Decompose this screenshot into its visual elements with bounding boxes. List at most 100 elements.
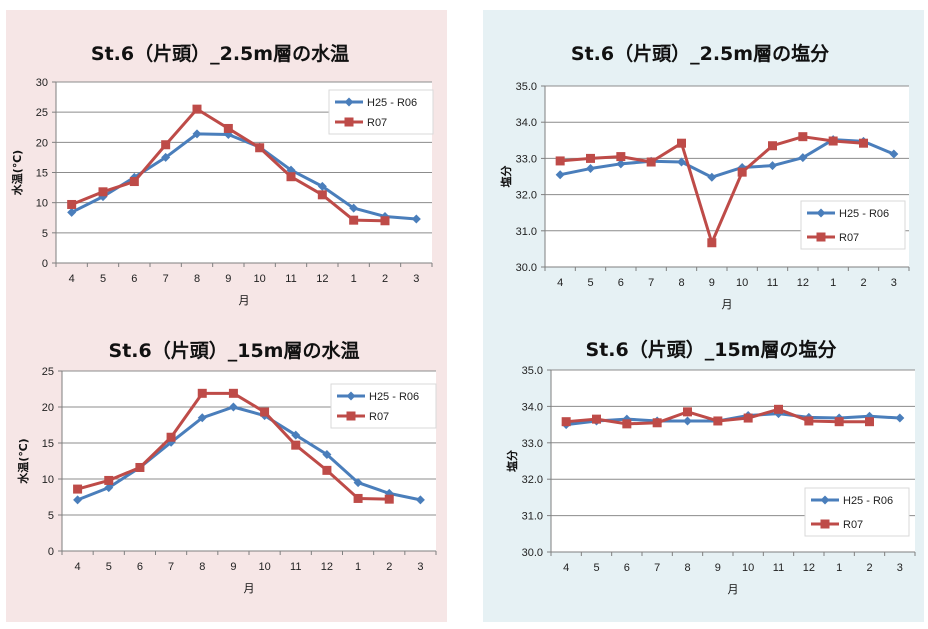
c0-xlabel: 月 <box>239 294 250 307</box>
c3-series-0-point-4 <box>683 416 692 426</box>
c1-xtick-label-11: 3 <box>891 277 897 289</box>
c2-series-1-point-9 <box>353 493 363 503</box>
c3-xtick-label-1: 5 <box>593 562 599 574</box>
c0-series-1-point-10 <box>380 216 390 226</box>
c0-xtick-label-5: 9 <box>225 273 231 285</box>
c1-series-1-point-6 <box>737 167 747 177</box>
c1-series-0-point-8 <box>798 153 808 163</box>
c1-series-0-point-0 <box>555 170 565 180</box>
c0-xtick-label-6: 10 <box>254 273 266 285</box>
c3-xtick-label-11: 3 <box>897 562 903 574</box>
c1-series-0-point-4 <box>677 157 686 167</box>
c1-series-1-point-7 <box>768 141 777 151</box>
c0-ytick-label-2: 10 <box>36 198 48 210</box>
c1-series-1-point-10 <box>859 138 868 148</box>
c0-ytick-label-6: 30 <box>36 77 48 89</box>
c0-xtick-label-1: 5 <box>100 273 106 285</box>
c0-xtick-label-2: 6 <box>131 273 137 285</box>
c3-series-1-point-10 <box>865 417 874 427</box>
c2-xtick-label-6: 10 <box>258 561 270 573</box>
c0-legend-box <box>328 89 434 135</box>
c2-ylabel: 水温(℃) <box>16 438 30 483</box>
c3-xtick-label-0: 4 <box>563 562 569 574</box>
c0-series-1-point-5 <box>223 123 233 133</box>
c2-legend-label-1: R07 <box>369 411 389 423</box>
c1-xtick-label-10: 2 <box>860 277 866 289</box>
c2-xtick-label-3: 7 <box>168 561 174 573</box>
c1-ytick-label-3: 33.0 <box>516 153 537 165</box>
c0-series-1-point-6 <box>255 143 265 153</box>
c1-series-0-point-7 <box>768 161 777 171</box>
c1-series-1-point-9 <box>828 136 838 146</box>
c3-xtick-label-6: 10 <box>742 562 754 574</box>
c1-xtick-label-5: 9 <box>709 277 715 289</box>
c0-series-0-point-4 <box>192 129 202 139</box>
c2-series-0-point-11 <box>415 495 425 505</box>
c3-xtick-label-10: 2 <box>866 562 872 574</box>
c2-xlabel: 月 <box>244 582 255 595</box>
c3-xlabel: 月 <box>728 583 739 596</box>
c2-series-0-point-5 <box>228 402 238 412</box>
c3-ylabel: 塩分 <box>505 450 519 472</box>
temperature-panel: St.6（片頭）_2.5m層の水温 0 5 10 15 20 25 30 4 5 6 7 8 9 10 11 1… <box>6 10 447 622</box>
c1-ytick-label-4: 34.0 <box>516 117 537 129</box>
c1-xtick-label-7: 11 <box>767 277 778 289</box>
c3-ytick-label-4: 34.0 <box>522 401 543 413</box>
c1-ytick-label-2: 32.0 <box>516 190 537 202</box>
salinity-2.5m-chart: St.6（片頭）_2.5m層の塩分 30.0 31.0 32.0 33.0 34.0 35.… <box>499 42 910 311</box>
c2-series-1-point-2 <box>135 462 145 472</box>
c3-xtick-label-4: 8 <box>684 562 690 574</box>
c0-ytick-label-4: 20 <box>36 137 48 149</box>
c1-series-0-point-1 <box>586 164 595 174</box>
c0-legend-marker-1 <box>344 117 354 127</box>
c2-series-0-point-8 <box>322 450 332 460</box>
c2-xtick-label-0: 4 <box>75 561 81 573</box>
c1-xtick-label-1: 5 <box>587 277 593 289</box>
c2-series-0-point-1 <box>104 483 114 493</box>
c0-series-0-point-11 <box>411 214 421 224</box>
c0-ytick-label-5: 25 <box>36 107 48 119</box>
c3-xtick-label-7: 11 <box>773 562 784 574</box>
c3-series-1-point-9 <box>834 417 844 427</box>
c2-series-1-point-5 <box>228 388 238 398</box>
c0-series-1-point-9 <box>349 215 359 225</box>
c1-series-0-line <box>559 138 895 179</box>
c0-series-1-point-8 <box>317 190 327 200</box>
c2-xtick-label-9: 1 <box>355 561 361 573</box>
c1-series-1-point-4 <box>677 138 686 148</box>
c0-ytick-label-0: 0 <box>42 258 48 270</box>
c0-series-0-point-0 <box>67 207 77 217</box>
c2-xtick-label-11: 3 <box>417 561 423 573</box>
c3-series-1-point-0 <box>561 417 571 427</box>
c2-xtick-label-2: 6 <box>137 561 143 573</box>
c3-series-1-point-2 <box>622 419 632 429</box>
c1-series-1-point-2 <box>616 152 626 162</box>
c2-series-1-point-3 <box>166 432 176 442</box>
c0-legend-marker-0 <box>344 97 354 107</box>
c3-legend-marker-1 <box>820 519 830 529</box>
c2-series-1-point-4 <box>197 388 207 398</box>
salinity-panel: St.6（片頭）_2.5m層の塩分 30.0 31.0 32.0 33.0 34.0 35.… <box>483 10 924 622</box>
c2-ytick-label-4: 20 <box>42 402 54 414</box>
c0-xtick-label-7: 11 <box>285 273 296 285</box>
c2-series-1-point-1 <box>104 475 114 485</box>
c1-xtick-label-4: 8 <box>678 277 684 289</box>
c0-series-1-point-3 <box>161 140 171 150</box>
c2-series-1-point-7 <box>291 440 301 450</box>
c3-series-0-point-11 <box>895 413 905 423</box>
c3-series-1-point-1 <box>592 414 601 424</box>
c2-legend-marker-1 <box>346 411 356 421</box>
c2-ytick-label-0: 0 <box>48 546 54 558</box>
c3-legend-label-0: H25 - R06 <box>843 495 893 507</box>
c2-series-0-point-0 <box>73 495 83 505</box>
c2-xtick-label-7: 11 <box>290 561 301 573</box>
c2-xtick-label-1: 5 <box>106 561 112 573</box>
c2-legend-box <box>330 383 437 429</box>
c1-xtick-label-2: 6 <box>618 277 624 289</box>
c1-xlabel: 月 <box>722 298 733 311</box>
c0-xtick-label-3: 7 <box>163 273 169 285</box>
c3-title: St.6（片頭）_15m層の塩分 <box>586 338 837 361</box>
c1-series-0-point-11 <box>889 149 899 159</box>
